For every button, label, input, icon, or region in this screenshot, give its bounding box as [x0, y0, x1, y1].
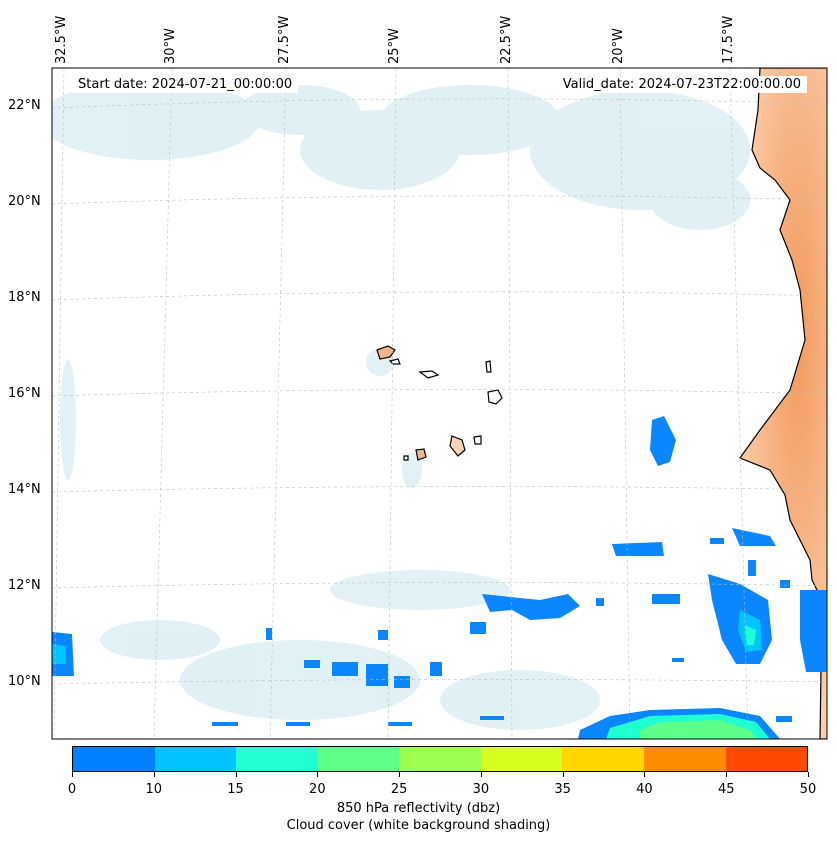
colorbar-title: 850 hPa reflectivity (dbz): [336, 801, 501, 816]
colorbar-tick-label: 20: [309, 782, 326, 797]
colorbar-tick-mark: [317, 772, 319, 777]
valid-date-label: Valid_date: 2024-07-23T22:00:00.00: [556, 76, 807, 93]
cloud-cover-shading: [52, 80, 750, 730]
colorbar-tick-mark: [399, 772, 401, 777]
map-frame: [51, 67, 828, 740]
lat-label: 14°N: [8, 482, 41, 497]
lon-label: 27.5°W: [277, 15, 292, 64]
colorbar-tick-mark: [480, 772, 482, 777]
colorbar-tick-label: 30: [472, 782, 490, 797]
lat-label: 16°N: [8, 386, 41, 401]
colorbar-segment: [643, 747, 726, 771]
colorbar-tick-mark: [235, 772, 237, 777]
colorbar-tick-label: 45: [717, 782, 735, 797]
colorbar-tick-label: 15: [227, 782, 244, 797]
colorbar-tick-label: 10: [145, 782, 163, 797]
cape-verde-islands: [376, 345, 503, 461]
lat-label: 18°N: [8, 290, 41, 305]
colorbar-segment: [73, 747, 155, 771]
reflectivity-shading: [52, 416, 827, 739]
colorbar-tick-mark: [644, 772, 646, 777]
colorbar-tick-label: 0: [67, 782, 77, 797]
colorbar-subtitle: Cloud cover (white background shading): [286, 818, 551, 833]
graticule: [52, 68, 827, 739]
colorbar-segment: [480, 747, 563, 771]
lat-label: 22°N: [8, 98, 41, 113]
colorbar-tick-mark: [726, 772, 728, 777]
colorbar-segment: [562, 747, 644, 771]
lat-label: 20°N: [8, 194, 41, 209]
lon-label: 20°W: [611, 28, 626, 64]
start-date-label: Start date: 2024-07-21_00:00:00: [72, 76, 299, 93]
lat-label: 10°N: [8, 674, 41, 689]
colorbar-tick-label: 40: [636, 782, 653, 797]
colorbar-tick-label: 50: [799, 782, 817, 797]
lon-label: 25°W: [387, 28, 402, 64]
colorbar-segment: [236, 747, 318, 771]
lon-label: 17.5°W: [721, 15, 736, 64]
colorbar-tick-mark: [808, 772, 809, 777]
colorbar-tick-label: 25: [390, 782, 408, 797]
lon-label: 22.5°W: [499, 15, 514, 64]
colorbar: [72, 746, 808, 772]
colorbar-tick-label: 35: [554, 782, 571, 797]
lat-label: 12°N: [8, 578, 41, 593]
colorbar-segment: [399, 747, 481, 771]
colorbar-tick-mark: [72, 772, 73, 777]
colorbar-segment: [725, 747, 808, 771]
colorbar-tick-mark: [562, 772, 564, 777]
colorbar-tick-mark: [153, 772, 155, 777]
lon-label: 30°W: [163, 28, 178, 64]
lon-label: 32.5°W: [54, 15, 69, 64]
colorbar-segment: [154, 747, 237, 771]
colorbar-segment: [317, 747, 400, 771]
